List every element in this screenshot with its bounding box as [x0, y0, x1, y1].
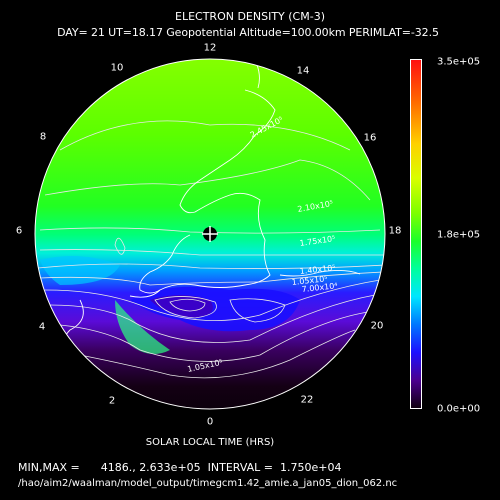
- colorbar-min-label: 0.0e+00: [437, 403, 481, 415]
- minmax-line: MIN,MAX = 4186., 2.633e+05 INTERVAL = 1.…: [18, 461, 342, 474]
- contour-label: 1.05x10⁵: [291, 274, 328, 287]
- file-path: /hao/aim2/waalman/model_output/timegcm1.…: [18, 478, 398, 489]
- contour-label: 7.00x10⁴: [301, 281, 338, 294]
- hour-label-8: 8: [39, 131, 47, 143]
- hour-label-6: 6: [15, 225, 23, 237]
- hour-label-2: 2: [108, 395, 116, 407]
- contour-label: 1.40x10⁵: [299, 263, 336, 276]
- hour-label-12: 12: [203, 42, 217, 54]
- colorbar-mid-label: 1.8e+05: [437, 229, 481, 241]
- hour-label-22: 22: [300, 394, 314, 406]
- hour-label-0: 0: [206, 416, 214, 428]
- pole-marker: [202, 226, 218, 242]
- plot-subtitle: DAY= 21 UT=18.17 Geopotential Altitude=1…: [57, 26, 439, 39]
- hour-label-4: 4: [38, 321, 46, 333]
- colorbar: [410, 59, 422, 409]
- hour-label-14: 14: [296, 65, 310, 77]
- x-axis-label: SOLAR LOCAL TIME (HRS): [145, 437, 275, 448]
- plot-title: ELECTRON DENSITY (CM-3): [175, 10, 325, 23]
- colorbar-max-label: 3.5e+05: [437, 56, 481, 68]
- hour-label-16: 16: [363, 132, 377, 144]
- hour-label-18: 18: [388, 225, 402, 237]
- hour-label-20: 20: [370, 320, 384, 332]
- density-field: [35, 59, 385, 409]
- hour-label-10: 10: [110, 62, 124, 74]
